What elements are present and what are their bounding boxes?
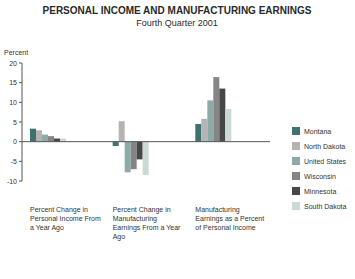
- y-axis-label: Percent: [4, 49, 28, 56]
- category-label: Percent Change in Manufacturing Earnings…: [113, 205, 185, 241]
- bar: [143, 142, 149, 175]
- bar: [201, 119, 207, 142]
- y-tick: [19, 102, 22, 103]
- y-tick: [19, 141, 22, 142]
- bar: [131, 142, 137, 170]
- y-tick-label: 20: [9, 60, 17, 67]
- bar: [137, 142, 143, 160]
- y-tick-label: -5: [11, 158, 17, 165]
- bar: [30, 129, 36, 142]
- bar: [48, 136, 54, 142]
- y-tick-label: 5: [13, 119, 17, 126]
- bar: [125, 142, 131, 173]
- y-tick: [19, 161, 22, 162]
- y-tick: [19, 181, 22, 182]
- legend-label: South Dakota: [304, 203, 347, 210]
- y-tick-label: 10: [9, 99, 17, 106]
- legend-label: Wisconsin: [304, 173, 336, 180]
- zero-line: [22, 141, 270, 142]
- category-label: Manufacturing Earnings as a Percent of P…: [195, 205, 267, 232]
- subtitle: Fourth Quarter 2001: [136, 18, 218, 28]
- bar: [195, 124, 201, 142]
- y-tick-label: 0: [13, 138, 17, 145]
- legend-swatch: [292, 127, 300, 135]
- legend-swatch: [292, 142, 300, 150]
- bar: [219, 89, 225, 142]
- bar: [42, 135, 48, 142]
- legend-label: Minnesota: [304, 188, 336, 195]
- legend-swatch: [292, 157, 300, 165]
- y-tick-label: 15: [9, 79, 17, 86]
- y-tick-label: -10: [7, 178, 17, 185]
- y-tick: [19, 63, 22, 64]
- chart-svg: PERSONAL INCOME AND MANUFACTURING EARNIN…: [0, 0, 355, 279]
- bar: [213, 77, 219, 142]
- legend-swatch: [292, 172, 300, 180]
- legend-label: North Dakota: [304, 143, 345, 150]
- bars: [30, 77, 231, 175]
- chart-root: PERSONAL INCOME AND MANUFACTURING EARNIN…: [0, 0, 355, 279]
- category-label: Percent Change in Personal Income From a…: [30, 205, 102, 232]
- title: PERSONAL INCOME AND MANUFACTURING EARNIN…: [43, 5, 312, 16]
- legend-label: Montana: [304, 128, 331, 135]
- y-tick: [19, 82, 22, 83]
- bar: [113, 142, 119, 146]
- bar: [207, 100, 213, 141]
- y-tick: [19, 122, 22, 123]
- bar: [119, 121, 125, 141]
- legend-swatch: [292, 187, 300, 195]
- bar: [36, 130, 42, 141]
- legend-swatch: [292, 202, 300, 210]
- bar: [225, 109, 231, 142]
- legend-label: United States: [304, 158, 347, 165]
